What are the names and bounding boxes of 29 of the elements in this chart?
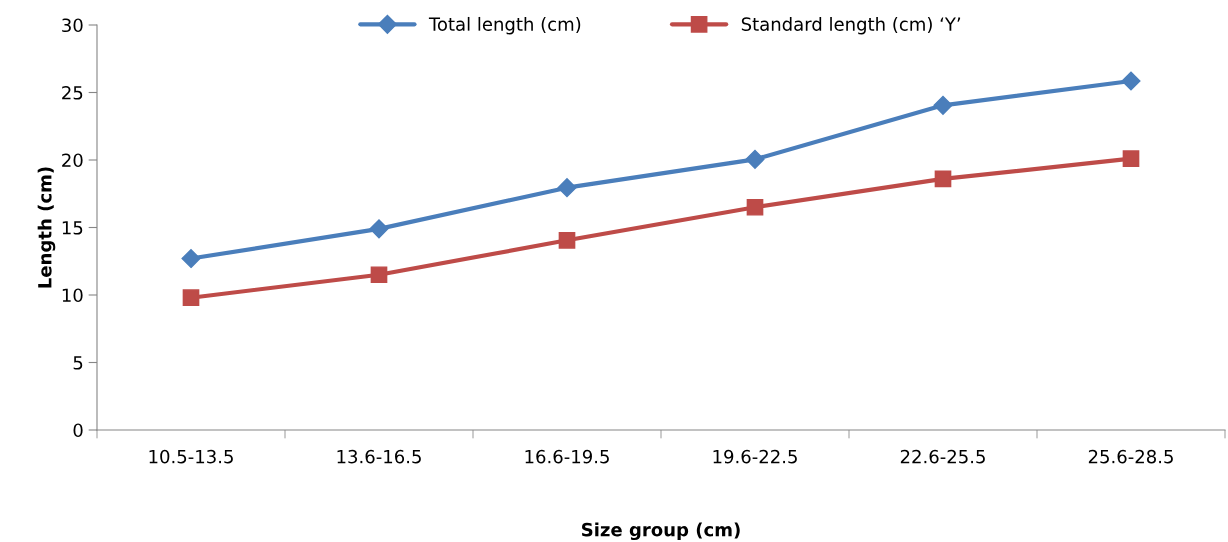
point <box>934 170 952 188</box>
y-axis-title: Length (cm) <box>37 167 56 288</box>
point <box>933 95 953 115</box>
y-tick-label: 30 <box>62 18 83 33</box>
point <box>746 198 764 216</box>
point <box>370 266 388 284</box>
point <box>181 249 201 269</box>
x-tick-label: 16.6-19.5 <box>525 449 609 464</box>
point <box>558 231 576 249</box>
point <box>557 178 577 198</box>
legend-label: Total length (cm) <box>428 16 581 35</box>
x-tick-label: 25.6-28.5 <box>1088 449 1173 464</box>
x-tick-label: 22.6-25.5 <box>900 449 985 464</box>
point <box>1121 71 1141 91</box>
point <box>745 149 765 169</box>
y-tick-label: 0 <box>73 423 83 438</box>
y-tick-label: 20 <box>62 153 83 168</box>
x-tick-label: 10.5-13.5 <box>149 449 233 464</box>
point <box>369 219 389 239</box>
x-tick-label: 13.6-16.5 <box>337 449 421 464</box>
x-tick-label: 19.6-22.5 <box>713 449 797 464</box>
legend-label: Standard length (cm) ‘Y’ <box>741 16 961 35</box>
y-tick-label: 10 <box>62 288 83 303</box>
point <box>1122 150 1140 167</box>
y-tick-label: 25 <box>62 85 83 100</box>
x-axis-title: Size group (cm) <box>582 522 740 541</box>
point <box>182 289 200 307</box>
y-tick-label: 5 <box>73 356 83 370</box>
y-tick-label: 15 <box>62 221 83 235</box>
